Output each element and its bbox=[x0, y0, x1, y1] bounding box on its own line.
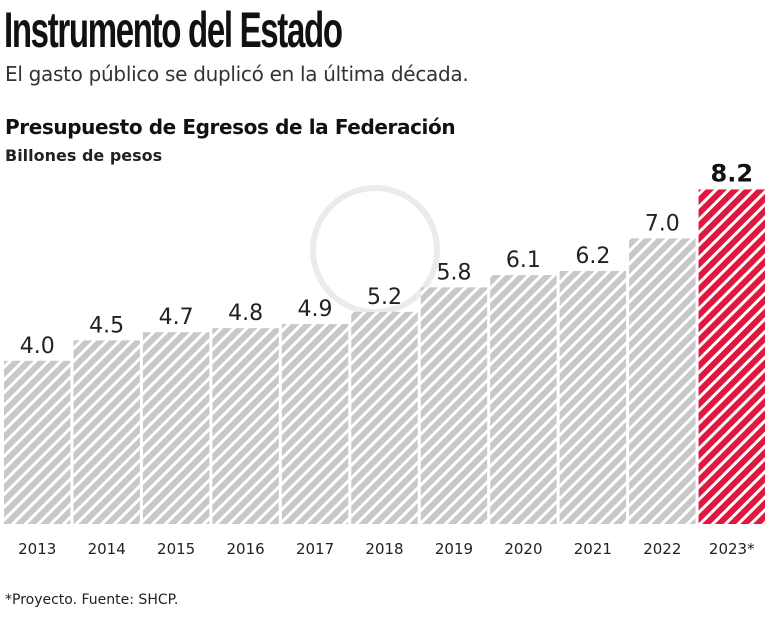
value-label: 6.1 bbox=[506, 248, 541, 273]
x-tick-label: 2013 bbox=[18, 540, 56, 558]
bar-2016 bbox=[212, 328, 279, 524]
value-label: 4.9 bbox=[298, 297, 333, 322]
footnote: *Proyecto. Fuente: SHCP. bbox=[5, 592, 179, 608]
value-label: 5.8 bbox=[436, 260, 471, 285]
bar-2021 bbox=[559, 271, 627, 524]
value-label: 4.7 bbox=[159, 305, 194, 330]
x-tick-label: 2021 bbox=[574, 540, 612, 558]
bar-2018 bbox=[351, 311, 418, 524]
value-label: 4.8 bbox=[228, 301, 263, 326]
bar-2014 bbox=[73, 340, 140, 524]
x-tick-label: 2015 bbox=[157, 540, 195, 558]
x-tick-label: 2022 bbox=[643, 540, 681, 558]
page-subtitle: El gasto público se duplicó en la última… bbox=[5, 62, 469, 86]
x-tick-label: 2019 bbox=[435, 540, 473, 558]
x-tick-label: 2018 bbox=[365, 540, 403, 558]
bar-2013 bbox=[4, 360, 71, 524]
x-tick-label: 2016 bbox=[226, 540, 264, 558]
chart-unit-label: Billones de pesos bbox=[5, 146, 163, 165]
x-tick-label: 2017 bbox=[296, 540, 334, 558]
bar-2023* bbox=[698, 189, 765, 524]
bar-2019 bbox=[420, 287, 488, 524]
value-label: 8.2 bbox=[711, 159, 754, 187]
x-tick-label: 2020 bbox=[504, 540, 542, 558]
x-tick-label: 2014 bbox=[88, 540, 126, 558]
bar-2020 bbox=[490, 275, 557, 524]
page-title: Instrumento del Estado bbox=[4, 2, 343, 58]
value-label: 7.0 bbox=[645, 211, 680, 236]
value-label: 4.5 bbox=[89, 313, 124, 338]
chart-title: Presupuesto de Egresos de la Federación bbox=[5, 115, 456, 139]
x-tick-label: 2023* bbox=[709, 540, 755, 558]
value-label: 4.0 bbox=[20, 334, 55, 359]
bar-2022 bbox=[629, 238, 696, 524]
bar-2015 bbox=[142, 332, 210, 524]
value-label: 5.2 bbox=[367, 285, 402, 310]
value-label: 6.2 bbox=[575, 244, 610, 269]
bar-2017 bbox=[281, 324, 349, 524]
